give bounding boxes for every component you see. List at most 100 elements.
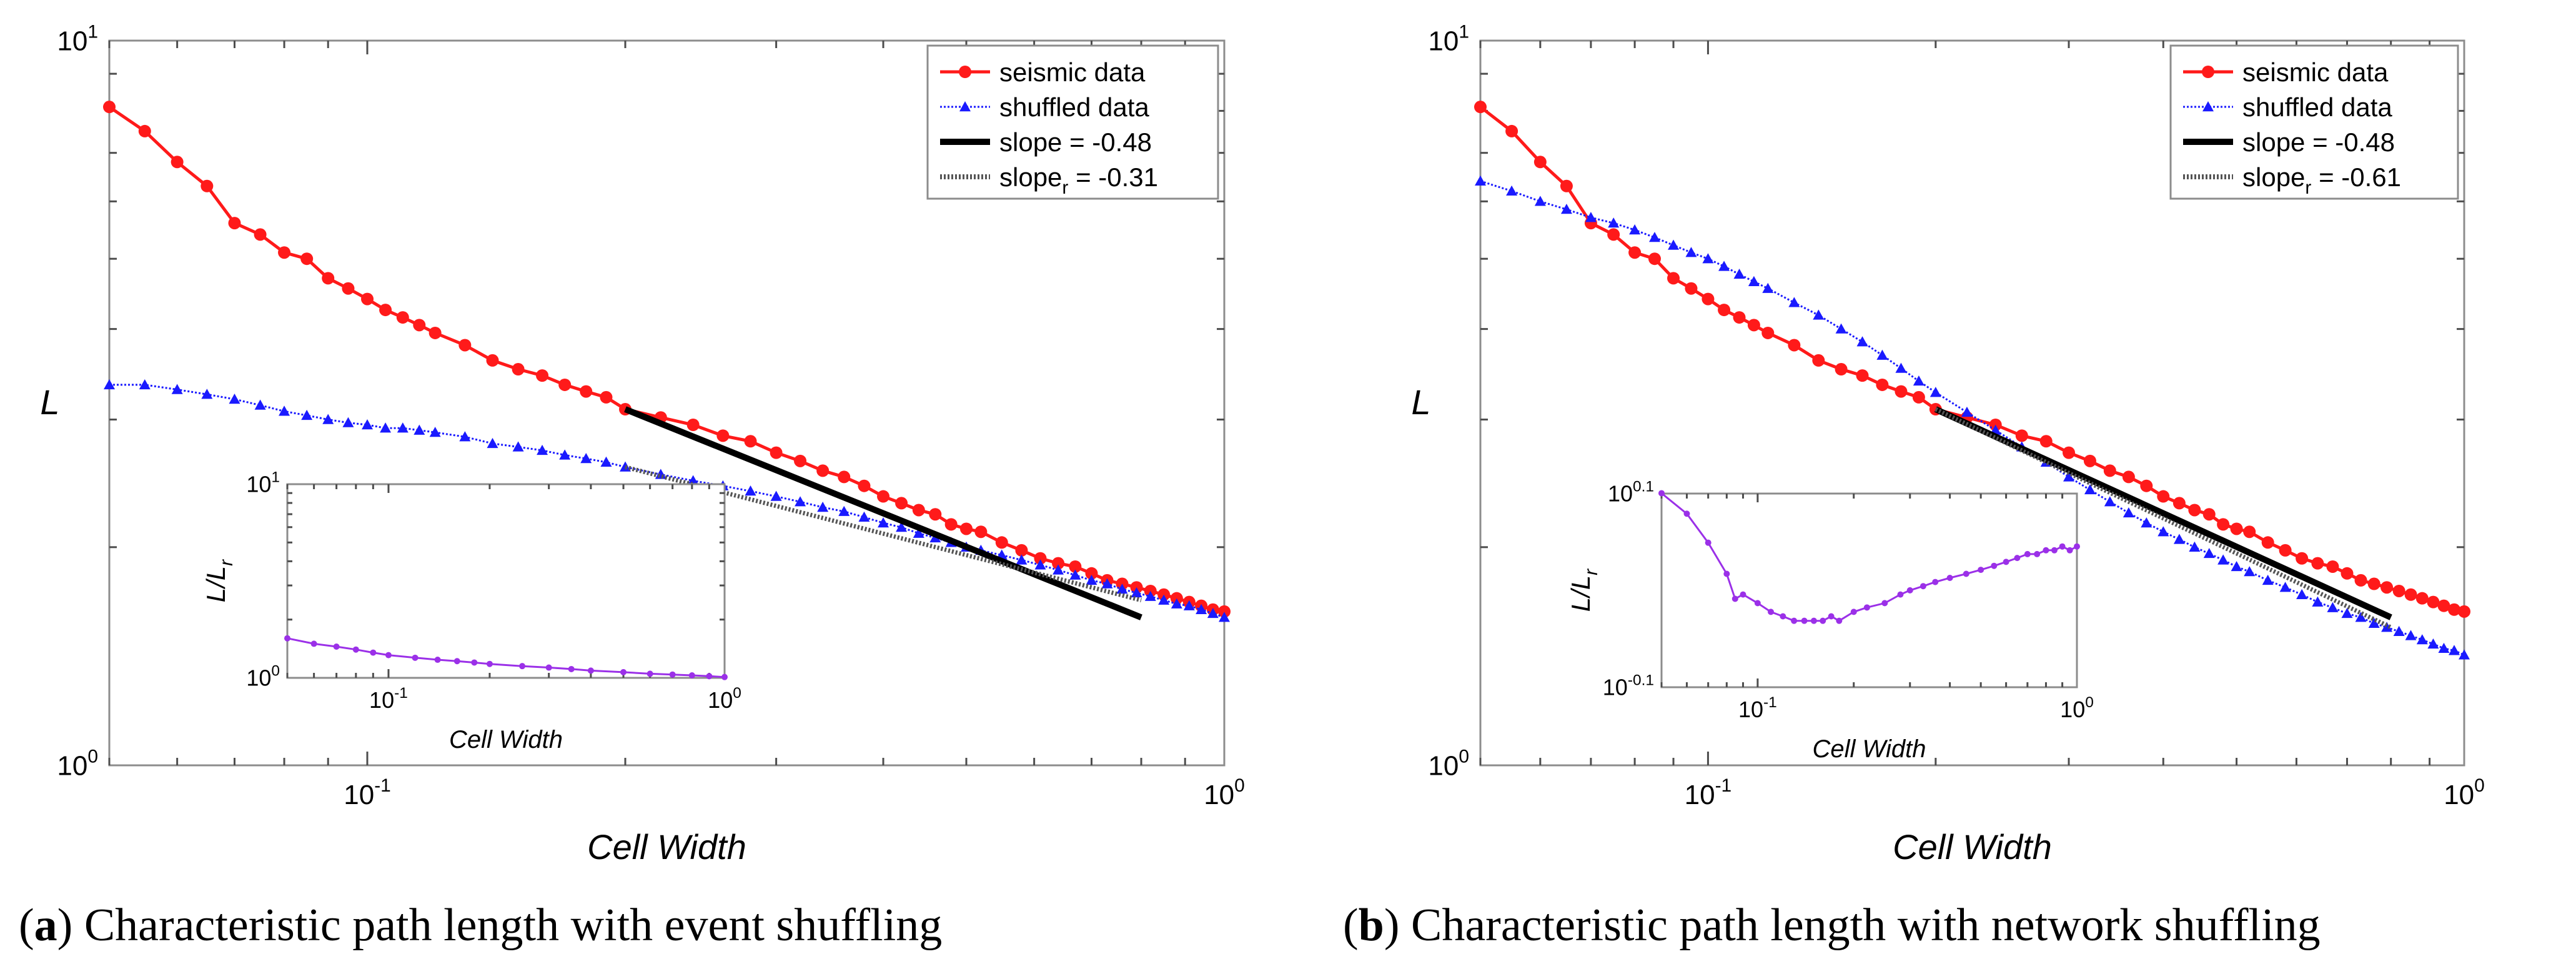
panel-b-legend-label-1: shuffled data [2242, 92, 2392, 122]
panel-a-legend-label-1: shuffled data [999, 92, 1149, 122]
panel-a-inset-xtick-label-1-base: 10 [708, 687, 733, 713]
panel-b-point [1788, 297, 1800, 307]
panel-a-point [878, 517, 889, 528]
panel-b-ytick-label-1-base: 10 [1428, 26, 1459, 56]
panel-b-point [2189, 541, 2201, 552]
panel-a-legend-label-0-main: seismic data [999, 57, 1146, 87]
panel-a-inset-point [352, 646, 359, 653]
panel-a-point [379, 304, 392, 317]
panel-b-point [1876, 349, 1888, 360]
panel-b-point [1718, 304, 1731, 317]
panel-a-legend-marker-0 [959, 66, 971, 78]
panel-b-point [2296, 589, 2308, 599]
panel-b-caption-text: Characteristic path length with network … [1399, 900, 2320, 951]
panel-a-point [687, 475, 699, 485]
panel-b-point [1474, 101, 1487, 114]
panel-a-inset-point [587, 667, 594, 674]
panel-b-point [2448, 645, 2460, 655]
panel-b-inset-point [2034, 550, 2041, 557]
panel-b-inset-point [2014, 555, 2021, 562]
panel-b-series-1 [1475, 175, 2470, 660]
panel-b-point [1895, 385, 1908, 398]
panel-a-point [458, 339, 472, 352]
panel-b-xtick-label-1-exp: 0 [2474, 775, 2485, 796]
panel-b-point [2157, 490, 2170, 503]
panel-a-inset-ytick-label-1: 101 [246, 469, 280, 497]
panel-b-caption: (b) Characteristic path length with netw… [1343, 900, 2321, 951]
panel-b-point [1733, 268, 1745, 279]
panel-a-inset-point [706, 673, 713, 680]
panel-b-inset-point [1978, 567, 1984, 574]
panel-a-inset-xtick-label-0-base: 10 [369, 687, 394, 713]
panel-a-inset-point [412, 654, 419, 661]
panel-b-inset-ylabel: L/Lr [1566, 569, 1602, 612]
panel-b-inset-point [1897, 591, 1904, 598]
panel-a-point [1144, 590, 1156, 601]
panel-b-point [1718, 261, 1730, 271]
panel-b-ytick-label-0-exp: 0 [1459, 747, 1469, 767]
panel-b-point [2244, 566, 2256, 577]
panel-a-point [795, 496, 806, 507]
panel-b-inset-point [2051, 547, 2058, 554]
panel-a-inset-ytick-label-0: 100 [246, 662, 280, 690]
panel-b-point [2122, 470, 2135, 484]
panel-b-legend-label-3-sub: r [2305, 177, 2311, 198]
panel-b-point [1813, 309, 1825, 320]
panel-b-legend-label-2-main: slope = -0.48 [2242, 127, 2395, 157]
panel-a-point [559, 449, 571, 460]
panel-b-legend-label-1-main: shuffled data [2242, 92, 2392, 122]
panel-a-inset-point [669, 671, 676, 678]
panel-a-inset-xtick-label-0-exp: -1 [394, 685, 408, 702]
panel-a-point [1158, 594, 1170, 605]
panel-b-inset-point [1828, 613, 1835, 620]
panel-a-point [600, 390, 613, 404]
panel-a-point [817, 502, 829, 512]
panel-a-point [838, 505, 850, 516]
panel-b-inset-point [1801, 617, 1808, 624]
panel-b-point [2173, 534, 2185, 544]
panel-b-xlabel: Cell Width [1893, 827, 2052, 867]
panel-a-inset-xtick-label-0: 10-1 [369, 685, 408, 713]
panel-b-point [1475, 175, 1486, 186]
panel-b-point [1913, 375, 1925, 386]
panel-a-inset-point [471, 659, 478, 666]
panel-b-xtick-label-0: 10-1 [1685, 775, 1732, 810]
panel-b-inset-point [1881, 600, 1888, 607]
panel-a-point [1207, 607, 1219, 619]
panel-b-point [2459, 649, 2470, 660]
panel-b-point [1912, 390, 1925, 404]
panel-a-point [171, 384, 183, 394]
panel-a-xtick-label-0: 10-1 [344, 775, 391, 810]
panel-a-point [794, 454, 807, 467]
panel-b-ytick-label-1: 101 [1428, 22, 1469, 57]
panel-a-legend-label-1-main: shuffled data [999, 92, 1149, 122]
panel-a-point [229, 394, 240, 404]
panel-b-point [2188, 504, 2201, 517]
panel-a-point [429, 326, 442, 339]
panel-a-xtick-label-1-exp: 0 [1234, 775, 1245, 796]
panel-b-point [2311, 557, 2324, 570]
panel-b-point [2326, 560, 2339, 573]
panel-b-legend: seismic data shuffled data slope = -0.48 sl… [2169, 44, 2459, 200]
panel-a-point [912, 504, 925, 517]
panel-a-point [361, 292, 374, 306]
panel-a-point [558, 378, 572, 391]
panel-a-inset-point [688, 672, 695, 679]
panel-a-point [201, 179, 214, 192]
panel-a-point [959, 522, 973, 535]
panel-b-point [2381, 622, 2393, 632]
panel-a-point [362, 419, 374, 430]
panel-b-series-0 [1474, 101, 2470, 618]
panel-b-point [2015, 429, 2028, 442]
panel-b-legend-marker-1 [2202, 101, 2214, 112]
panel-a-point [770, 490, 782, 501]
panel-a-point [686, 419, 700, 432]
panel-b-inset-point [1740, 591, 1746, 598]
panel-b-point [2140, 479, 2153, 492]
panel-b-point [2296, 552, 2309, 565]
panel-b-inset-point [1963, 570, 1969, 577]
panel-b-inset-xtick-label-0-base: 10 [1738, 697, 1763, 722]
panel-a-point [1069, 569, 1081, 580]
